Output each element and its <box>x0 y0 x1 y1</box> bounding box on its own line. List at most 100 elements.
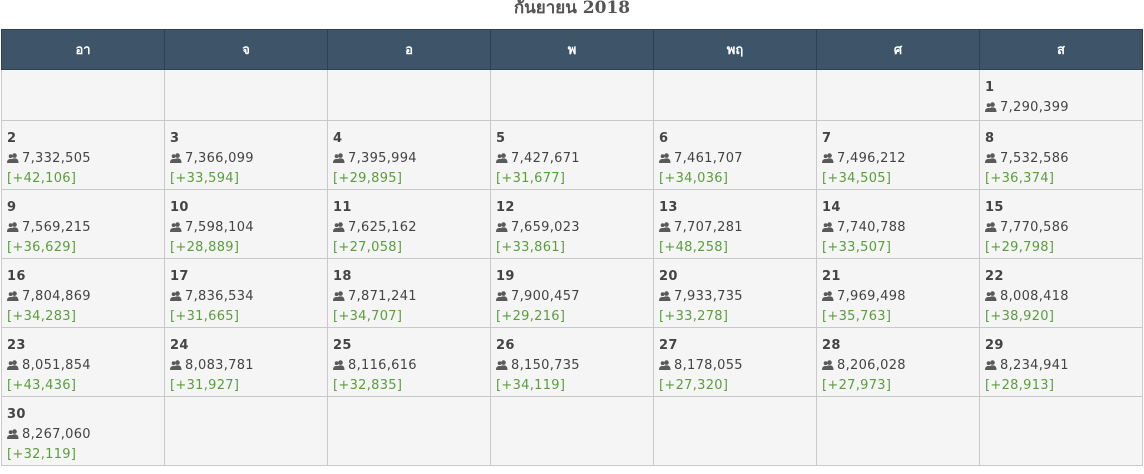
total-line: 7,871,241 <box>333 287 485 307</box>
users-icon <box>7 429 19 439</box>
total-value: 8,008,418 <box>1000 289 1069 304</box>
delta-value: [+36,374] <box>985 171 1055 186</box>
day-number: 29 <box>985 338 1004 353</box>
calendar-body: 1 7,290,399 2 7,332,505 [+42,106] 3 7,366,09… <box>1 69 1143 466</box>
total-value: 7,395,994 <box>348 151 417 166</box>
total-value: 8,267,060 <box>22 427 91 442</box>
total-value: 7,496,212 <box>837 151 906 166</box>
users-icon <box>170 222 182 232</box>
delta-value: [+27,973] <box>822 378 892 393</box>
delta-value: [+33,594] <box>170 171 240 186</box>
total-line: 7,461,707 <box>659 149 811 169</box>
users-icon <box>333 291 345 301</box>
day-cell: 2 7,332,505 [+42,106] <box>1 120 165 190</box>
total-line: 7,366,099 <box>170 149 322 169</box>
empty-cell <box>1 69 165 121</box>
day-number: 5 <box>496 131 506 146</box>
day-number: 24 <box>170 338 189 353</box>
day-cell: 12 7,659,023 [+33,861] <box>490 189 654 259</box>
total-value: 7,836,534 <box>185 289 254 304</box>
day-number: 2 <box>7 131 17 146</box>
users-icon <box>985 102 997 112</box>
total-line: 8,178,055 <box>659 356 811 376</box>
day-cell: 19 7,900,457 [+29,216] <box>490 258 654 328</box>
users-icon <box>659 153 671 163</box>
total-line: 8,083,781 <box>170 356 322 376</box>
total-value: 8,116,616 <box>348 358 417 373</box>
empty-cell <box>653 69 817 121</box>
delta-value: [+36,629] <box>7 240 77 255</box>
day-number: 1 <box>985 80 995 95</box>
delta-value: [+34,707] <box>333 309 403 324</box>
empty-cell <box>816 69 980 121</box>
delta-value: [+28,889] <box>170 240 240 255</box>
day-number: 18 <box>333 269 352 284</box>
day-cell: 24 8,083,781 [+31,927] <box>164 327 328 397</box>
users-icon <box>496 153 508 163</box>
day-cell: 5 7,427,671 [+31,677] <box>490 120 654 190</box>
day-number: 20 <box>659 269 678 284</box>
empty-cell <box>653 396 817 466</box>
total-value: 7,427,671 <box>511 151 580 166</box>
delta-value: [+42,106] <box>7 171 77 186</box>
day-number: 12 <box>496 200 515 215</box>
users-icon <box>170 360 182 370</box>
delta-value: [+34,505] <box>822 171 892 186</box>
delta-value: [+34,036] <box>659 171 729 186</box>
empty-cell <box>816 396 980 466</box>
day-cell: 29 8,234,941 [+28,913] <box>979 327 1143 397</box>
users-icon <box>659 222 671 232</box>
total-line: 8,150,735 <box>496 356 648 376</box>
delta-value: [+38,920] <box>985 309 1055 324</box>
day-number: 10 <box>170 200 189 215</box>
day-cell: 13 7,707,281 [+48,258] <box>653 189 817 259</box>
week-row: 30 8,267,060 [+32,119] <box>1 396 1143 466</box>
users-icon <box>659 360 671 370</box>
total-line: 7,707,281 <box>659 218 811 238</box>
day-number: 21 <box>822 269 841 284</box>
day-number: 30 <box>7 407 26 422</box>
delta-value: [+32,119] <box>7 447 77 462</box>
total-value: 8,206,028 <box>837 358 906 373</box>
total-line: 8,116,616 <box>333 356 485 376</box>
empty-cell <box>164 69 328 121</box>
weekday-wednesday: พ <box>490 29 654 70</box>
users-icon <box>7 360 19 370</box>
users-icon <box>822 291 834 301</box>
total-line: 7,598,104 <box>170 218 322 238</box>
total-value: 8,083,781 <box>185 358 254 373</box>
day-cell: 21 7,969,498 [+35,763] <box>816 258 980 328</box>
empty-cell <box>490 396 654 466</box>
day-number: 14 <box>822 200 841 215</box>
total-line: 8,051,854 <box>7 356 159 376</box>
calendar-title: กันยายน 2018 <box>513 0 631 18</box>
week-row: 23 8,051,854 [+43,436] 24 8,083,781 [+31,927… <box>1 327 1143 397</box>
total-line: 7,900,457 <box>496 287 648 307</box>
total-line: 7,569,215 <box>7 218 159 238</box>
users-icon <box>659 291 671 301</box>
day-cell: 18 7,871,241 [+34,707] <box>327 258 491 328</box>
day-cell: 3 7,366,099 [+33,594] <box>164 120 328 190</box>
weekday-friday: ศ <box>816 29 980 70</box>
day-number: 8 <box>985 131 995 146</box>
total-line: 7,395,994 <box>333 149 485 169</box>
delta-value: [+48,258] <box>659 240 729 255</box>
day-cell: 28 8,206,028 [+27,973] <box>816 327 980 397</box>
day-number: 11 <box>333 200 352 215</box>
delta-value: [+32,835] <box>333 378 403 393</box>
total-line: 7,836,534 <box>170 287 322 307</box>
day-number: 19 <box>496 269 515 284</box>
total-line: 7,969,498 <box>822 287 974 307</box>
day-number: 27 <box>659 338 678 353</box>
total-line: 8,234,941 <box>985 356 1137 376</box>
delta-value: [+43,436] <box>7 378 77 393</box>
day-number: 23 <box>7 338 26 353</box>
day-cell: 4 7,395,994 [+29,895] <box>327 120 491 190</box>
day-number: 17 <box>170 269 189 284</box>
weekday-saturday: ส <box>979 29 1143 70</box>
total-value: 7,332,505 <box>22 151 91 166</box>
users-icon <box>7 153 19 163</box>
empty-cell <box>164 396 328 466</box>
total-value: 7,569,215 <box>22 220 91 235</box>
empty-cell <box>979 396 1143 466</box>
